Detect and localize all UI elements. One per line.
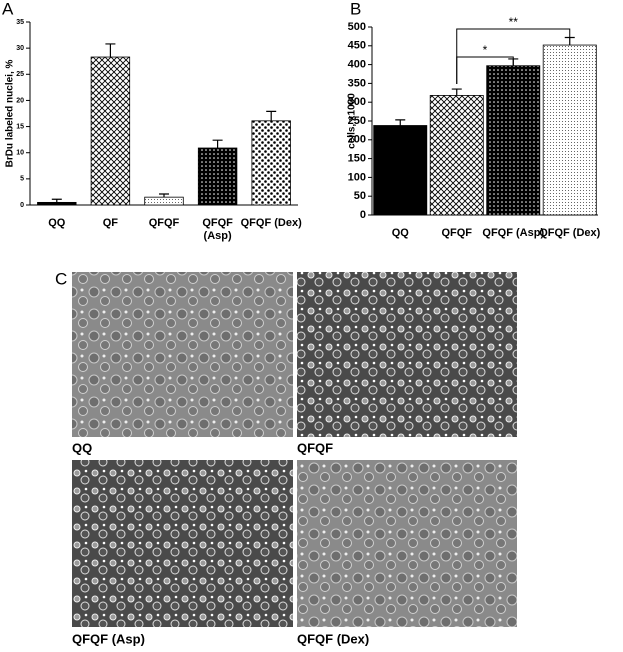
y-axis-label: BrDu labeled nuclei, % xyxy=(5,59,16,167)
micrograph xyxy=(72,272,293,437)
error-bar xyxy=(451,88,462,96)
x-tick-label: QFQF (Asp) xyxy=(202,217,233,242)
bar xyxy=(486,65,541,216)
y-tick-label: 10 xyxy=(16,150,24,157)
error-bar xyxy=(212,139,223,149)
error-bar xyxy=(159,193,169,198)
micrograph xyxy=(297,272,517,437)
y-tick-label: 200 xyxy=(348,134,366,146)
x-tick-label: QQ xyxy=(48,217,66,229)
y-tick-label: 100 xyxy=(348,171,366,183)
y-tick-label: 0 xyxy=(20,202,24,209)
x-tick-label: QFQF (Asp) xyxy=(482,227,544,239)
micrograph-caption: QQ xyxy=(72,440,92,455)
y-tick-label: 50 xyxy=(354,190,366,202)
bar xyxy=(373,125,428,216)
y-tick-label: 350 xyxy=(348,77,366,89)
significance-bracket xyxy=(456,28,571,85)
y-tick-label: 300 xyxy=(348,96,366,108)
micrograph-caption: QFQF (Asp) xyxy=(72,631,145,646)
panel-label: C xyxy=(55,269,67,288)
y-tick-label: 450 xyxy=(348,40,366,52)
y-tick-label: 500 xyxy=(348,21,366,33)
x-tick-label: QFQF (Dex) xyxy=(241,217,302,229)
x-tick-label: QFQF xyxy=(441,227,472,239)
error-bar xyxy=(105,43,116,58)
y-tick-label: 250 xyxy=(348,115,366,127)
bar xyxy=(251,120,291,206)
x-tick-label: QFQF (Dex) xyxy=(539,227,600,239)
micrograph-caption: QFQF xyxy=(297,440,333,455)
y-tick-label: 35 xyxy=(16,19,24,26)
x-tick-label: QFQF xyxy=(149,217,180,229)
y-tick-label: 150 xyxy=(348,153,366,165)
bar xyxy=(197,147,238,206)
panel-label: B xyxy=(350,0,361,18)
bar xyxy=(144,196,184,206)
y-axis-label: cells, x1000 xyxy=(347,93,358,149)
bar xyxy=(90,56,131,206)
y-tick-label: 15 xyxy=(16,123,24,130)
bar xyxy=(429,95,484,216)
x-tick-label: QF xyxy=(103,217,119,229)
micrograph-caption: QFQF (Dex) xyxy=(297,631,369,646)
bar xyxy=(37,201,77,206)
micrograph xyxy=(297,460,517,627)
micrograph xyxy=(72,460,293,627)
bar xyxy=(542,44,597,216)
significance-mark: * xyxy=(483,43,488,57)
y-tick-label: 30 xyxy=(16,45,24,52)
error-bar xyxy=(395,119,406,126)
y-tick-label: 400 xyxy=(348,59,366,71)
y-tick-label: 0 xyxy=(360,209,366,221)
x-tick-label: QQ xyxy=(392,227,410,239)
y-tick-label: 20 xyxy=(16,97,24,104)
error-bar xyxy=(266,110,277,121)
y-tick-label: 5 xyxy=(20,176,24,183)
panel-label: A xyxy=(2,0,14,18)
y-tick-label: 25 xyxy=(16,71,24,78)
error-bar xyxy=(51,198,62,203)
micrograph-grid: QQ QFQF QFQF (Asp) QFQF (Dex) xyxy=(72,272,517,646)
error-bar xyxy=(564,36,575,46)
significance-mark: ** xyxy=(509,15,519,29)
